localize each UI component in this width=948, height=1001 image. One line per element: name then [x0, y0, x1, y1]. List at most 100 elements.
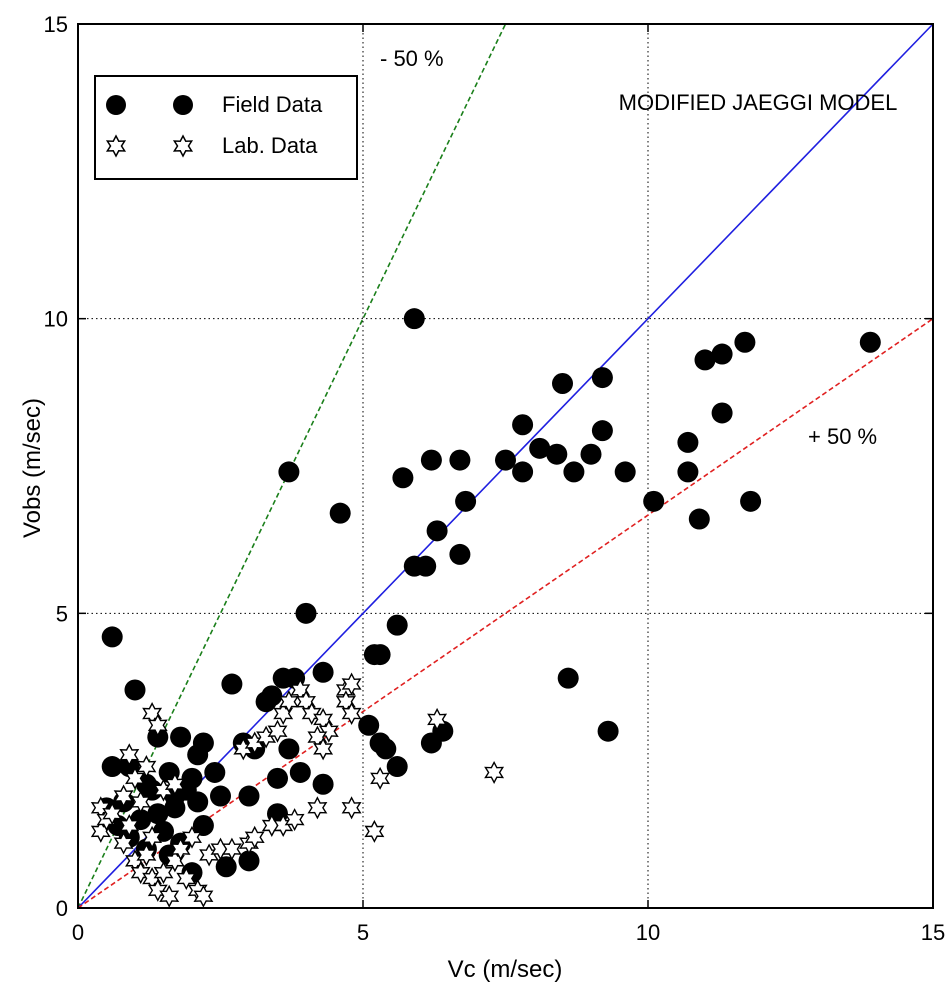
field-data-point — [420, 449, 442, 471]
field-data-point — [552, 372, 573, 394]
lab-data-point — [164, 849, 185, 873]
field-data-point — [215, 856, 237, 878]
y-tick-label: 0 — [56, 896, 68, 921]
field-data-point — [512, 461, 534, 483]
field-data-point — [694, 349, 716, 371]
field-data-point — [546, 443, 568, 465]
lab-data-point — [136, 755, 157, 779]
field-data-point — [614, 461, 636, 483]
legend-lab-label: Lab. Data — [222, 133, 318, 158]
lab-data-point — [484, 760, 505, 784]
field-data-point — [403, 308, 425, 330]
lab-data-point — [341, 672, 362, 696]
legend-lab-marker-left — [105, 134, 127, 158]
field-data-point — [147, 726, 169, 748]
field-data-point — [358, 714, 380, 736]
annotation-plus-50: + 50 % — [808, 424, 877, 449]
field-data-point — [101, 626, 123, 648]
lab-data-point — [182, 825, 202, 849]
field-data-point — [124, 679, 146, 701]
lab-data-point — [113, 784, 134, 808]
field-data-point — [591, 367, 613, 389]
x-tick-label: 5 — [357, 920, 369, 945]
field-data-point — [369, 644, 391, 666]
lab-data-point — [130, 790, 151, 814]
annotation-minus-50: - 50 % — [380, 46, 444, 71]
lab-data-point — [313, 737, 334, 761]
field-data-point — [643, 490, 665, 512]
field-data-point — [557, 667, 579, 689]
lab-data-point — [284, 808, 305, 832]
y-axis-label: Vobs (m/sec) — [19, 398, 46, 538]
field-data-point — [563, 461, 585, 483]
field-data-point — [329, 502, 351, 524]
field-data-point — [529, 437, 551, 459]
lab-data-point — [307, 796, 328, 820]
field-data-point — [449, 543, 471, 565]
chart-title: MODIFIED JAEGGI MODEL — [619, 90, 898, 115]
lab-data-point — [427, 707, 448, 731]
field-data-point — [255, 691, 277, 713]
lab-data-point — [130, 861, 151, 885]
field-data-point — [101, 756, 123, 778]
lab-data-point — [244, 825, 265, 849]
lab-data-point — [159, 884, 180, 908]
legend: Field Data Lab. Data — [94, 75, 358, 180]
y-tick-label: 10 — [44, 307, 68, 332]
field-data-point — [711, 343, 733, 365]
field-data-point — [187, 744, 209, 766]
field-data-point — [449, 449, 471, 471]
field-data-point — [455, 490, 477, 512]
lab-data-point — [147, 878, 168, 902]
lab-data-point — [102, 802, 123, 826]
field-data-point — [221, 673, 243, 695]
field-data-point — [147, 803, 169, 825]
legend-field-label: Field Data — [222, 92, 323, 117]
field-data-point — [512, 414, 534, 436]
field-data-point — [677, 461, 699, 483]
field-data-point — [415, 555, 437, 577]
lab-data-point — [221, 837, 242, 861]
field-data-point — [375, 738, 397, 760]
lab-data-point — [119, 813, 140, 837]
lab-data-point — [164, 772, 185, 796]
field-data-point — [289, 761, 311, 783]
field-data-point — [278, 461, 300, 483]
lab-data-point — [142, 825, 163, 849]
field-data-point — [192, 814, 214, 836]
lab-data-point — [267, 719, 288, 743]
x-tick-label: 15 — [921, 920, 945, 945]
field-data-point — [859, 331, 881, 353]
lab-data-point — [273, 702, 294, 726]
field-data-point — [392, 467, 414, 489]
data-points — [90, 308, 881, 908]
lab-data-point — [318, 719, 339, 743]
legend-box — [94, 75, 358, 180]
field-data-point — [386, 756, 408, 778]
lab-data-point — [193, 884, 214, 908]
plot-frame — [77, 23, 934, 909]
reference-line — [77, 317, 934, 909]
tick-labels: 0 5 10 15 0 5 10 15 — [44, 12, 946, 945]
field-data-point — [580, 443, 602, 465]
field-data-point — [267, 767, 288, 789]
lab-data-point — [170, 837, 191, 861]
legend-field-marker-left — [106, 95, 126, 115]
field-data-point — [295, 602, 317, 624]
legend-lab-marker-right — [172, 134, 194, 158]
field-data-point — [711, 402, 733, 424]
field-data-point — [312, 773, 334, 795]
field-data-point — [312, 661, 334, 683]
lab-data-point — [370, 766, 391, 790]
x-tick-label: 10 — [636, 920, 660, 945]
field-data-point — [688, 508, 710, 530]
field-data-point — [677, 431, 699, 453]
lab-data-point — [364, 819, 385, 843]
field-data-point — [597, 720, 619, 742]
lab-data-point — [119, 743, 140, 767]
field-data-point — [170, 726, 192, 748]
field-data-point — [591, 420, 613, 442]
lab-data-point — [301, 702, 322, 726]
field-data-point — [426, 520, 448, 542]
field-data-point — [386, 614, 408, 636]
